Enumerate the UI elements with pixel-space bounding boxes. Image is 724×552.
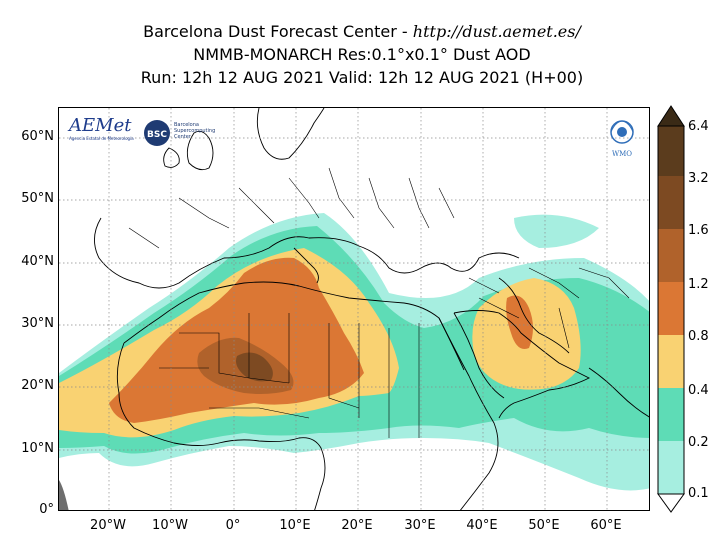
colorbar-label-0.2: 0.2 [688,435,709,450]
colorbar-band-0.1-0.2 [658,441,684,494]
aemet-logo-text: AEMet [69,115,132,136]
lat-lon-grid [59,108,649,510]
missing-data-patch [59,480,69,510]
map-title: Barcelona Dust Forecast Center - http://… [0,22,724,41]
borders-mideast [468,267,630,349]
bsc-logo-name: Barcelona Supercomputing Center [174,122,216,140]
dust-field [59,213,649,491]
persian-gulf [498,277,570,354]
lat-label-30n: 30°N [21,316,54,331]
lon-label-20w: 20°W [90,518,126,533]
colorbar-label-0.1: 0.1 [688,486,709,501]
bsc-emblem-icon: BSC [144,120,170,146]
colorbar-label-0.8: 0.8 [688,329,709,344]
dust-region-1.6 [236,352,273,382]
aemet-logo: AEMet Agencia Estatal de Meteorología [69,116,139,152]
lon-label-20e: 20°E [341,518,373,533]
red-sea [438,312,505,399]
aemet-logo-subtitle: Agencia Estatal de Meteorología [69,136,134,141]
lat-label-60n: 60°N [21,129,54,144]
dust-region-0.1-iran [514,214,599,248]
model-info: NMMB-MONARCH Res:0.1°x0.1° Dust AOD [193,45,531,64]
dust-aod-map: AEMet Agencia Estatal de Meteorología BS… [58,107,650,511]
lat-label-40n: 40°N [21,254,54,269]
colorbar-band-0.2-0.4 [658,388,684,441]
arabia-coastline [453,310,591,419]
colorbar-max-extend [657,105,685,127]
bsc-emblem-text: BSC [147,130,167,140]
colorbar-band-3.2-6.4 [658,126,684,176]
lat-label-20n: 20°N [21,378,54,393]
dust-region-0.8-arabia [506,295,533,349]
lon-label-50e: 50°E [528,518,560,533]
wmo-logo: WMO [605,118,639,158]
colorbar-label-1.2: 1.2 [688,277,709,292]
colorbar-band-0.8-1.2 [658,282,684,335]
coastlines-borders [94,108,649,510]
africa-coastline [123,281,499,510]
borders-europe [128,167,455,249]
colorbar [657,105,685,513]
bsc-logo: BSC Barcelona Supercomputing Center [143,116,233,150]
colorbar-label-6.4: 6.4 [688,119,709,134]
lat-label-0: 0° [39,502,54,517]
colorbar-min-extend [657,493,685,513]
ireland-coastline [163,147,180,168]
colorbar-label-1.6: 1.6 [688,223,709,238]
lat-label-50n: 50°N [21,191,54,206]
lon-label-60e: 60°E [590,518,622,533]
wmo-emblem-icon [610,120,634,144]
italy-coastline [293,247,319,284]
colorbar-band-0.4-0.8 [658,335,684,388]
lon-label-10w: 10°W [152,518,188,533]
lat-label-10n: 10°N [21,441,54,456]
lon-label-0: 0° [225,518,241,533]
britain-coastline [186,130,214,171]
title-url: http://dust.aemet.es/ [412,22,581,41]
lon-label-10e: 10°E [279,518,311,533]
lon-label-30e: 30°E [404,518,436,533]
lon-label-40e: 40°E [466,518,498,533]
title-prefix: Barcelona Dust Forecast Center - [143,22,413,41]
scandinavia-coastline [256,108,325,160]
run-info: Run: 12h 12 AUG 2021 Valid: 12h 12 AUG 2… [140,68,584,87]
colorbar-label-3.2: 3.2 [688,171,709,186]
wmo-logo-text: WMO [611,150,633,158]
colorbar-label-0.4: 0.4 [688,383,709,398]
map-canvas [59,108,649,510]
west-africa-coastline [116,342,326,510]
colorbar-band-1.6-3.2 [658,176,684,229]
colorbar-band-1.2-1.6 [658,229,684,282]
europe-coastline [94,217,520,289]
india-coastline [588,367,649,418]
